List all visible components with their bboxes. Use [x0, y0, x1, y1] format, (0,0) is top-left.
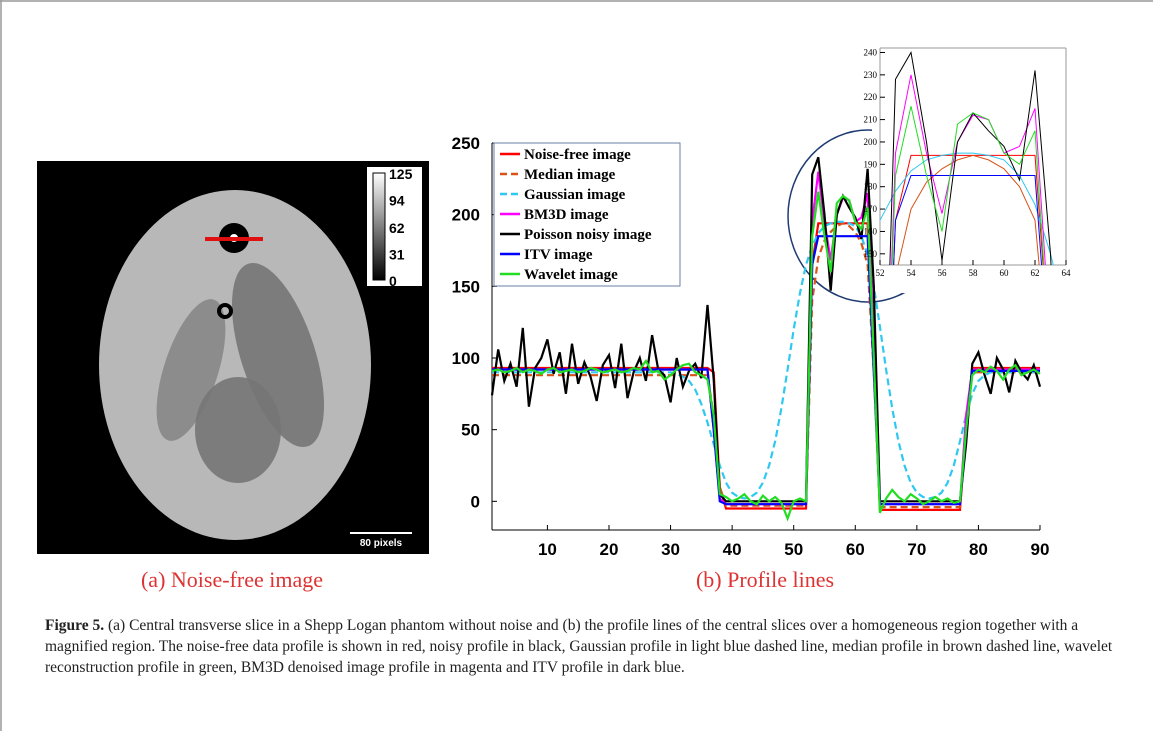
y-tick-label: 210	[864, 115, 878, 125]
legend-label: Median image	[524, 167, 616, 183]
legend-label: Gaussian image	[524, 187, 626, 203]
y-tick-label: 100	[452, 349, 480, 368]
x-tick-label: 40	[723, 540, 742, 559]
colorbar-tick-label: 0	[389, 273, 397, 289]
panel-caption: (a) Noise-free image	[141, 567, 323, 592]
panel-caption: (b) Profile lines	[696, 567, 834, 592]
series-line	[490, 156, 1042, 503]
caption-label: Figure 5.	[45, 617, 105, 634]
series-line	[492, 220, 1040, 500]
y-tick-label: 50	[461, 421, 480, 440]
legend-label: ITV image	[524, 247, 593, 263]
series-line	[492, 235, 1040, 506]
x-tick-label: 56	[938, 268, 948, 278]
y-tick-label: 0	[471, 492, 480, 511]
x-tick-label: 10	[538, 540, 557, 559]
series-line	[492, 222, 1040, 509]
x-tick-label: 30	[661, 540, 680, 559]
caption-text: (a) Central transverse slice in a Shepp …	[45, 617, 1113, 676]
y-tick-label: 250	[452, 134, 480, 153]
scale-label: 80 pixels	[360, 538, 403, 549]
x-tick-label: 54	[907, 268, 917, 278]
x-tick-label: 70	[907, 540, 926, 559]
phantom-ellipse	[231, 262, 325, 448]
x-tick-label: 64	[1062, 268, 1072, 278]
phantom-skull	[99, 190, 371, 540]
inset-chart: 150 160 170 180 190 200 210 220 230 240 52 54 56 58 60…	[864, 47, 1072, 278]
main-chart: 0 50 100 150 200 250 10 20 30 40 50 60 70 80 90 Noise-f…	[452, 134, 1050, 559]
x-tick-label: 80	[969, 540, 988, 559]
y-tick-label: 150	[864, 249, 878, 259]
x-tick-label: 60	[846, 540, 865, 559]
y-tick-label: 190	[864, 159, 878, 169]
legend-label: BM3D image	[524, 207, 609, 223]
y-tick-label: 160	[864, 226, 878, 236]
series-line	[491, 191, 1041, 522]
colorbar-tick-label: 125	[389, 166, 413, 182]
legend-label: Noise-free image	[524, 147, 631, 163]
colorbar-tick-label: 62	[389, 220, 405, 236]
y-tick-label: 180	[864, 182, 878, 192]
x-tick-label: 90	[1031, 540, 1050, 559]
x-tick-label: 20	[600, 540, 619, 559]
legend-label: Wavelet image	[524, 267, 618, 283]
phantom-ellipse	[195, 377, 281, 483]
y-tick-label: 200	[452, 206, 480, 225]
x-tick-label: 60	[1000, 268, 1010, 278]
colorbar-tick-label: 31	[389, 246, 405, 262]
y-tick-label: 220	[864, 92, 878, 102]
phantom-ring	[217, 303, 233, 319]
phantom-ellipse	[156, 299, 226, 441]
x-tick-label: 50	[784, 540, 803, 559]
y-tick-label: 240	[864, 47, 878, 57]
colorbar-ticks: 125 94 62 31 0	[389, 166, 413, 289]
y-tick-label: 230	[864, 70, 878, 80]
y-tick-label: 170	[864, 204, 878, 214]
colorbar	[372, 172, 386, 281]
legend-box	[493, 142, 681, 287]
inset-bg	[872, 38, 1077, 293]
y-tick-label: 150	[452, 277, 480, 296]
x-tick-label: 58	[969, 268, 979, 278]
colorbar-tick-label: 94	[389, 193, 405, 209]
x-tick-label: 52	[876, 268, 885, 278]
legend-label: Poisson noisy image	[524, 227, 652, 243]
y-tick-label: 200	[864, 137, 878, 147]
figure-caption: Figure 5. (a) Central transverse slice i…	[45, 615, 1130, 678]
x-tick-label: 62	[1031, 268, 1040, 278]
